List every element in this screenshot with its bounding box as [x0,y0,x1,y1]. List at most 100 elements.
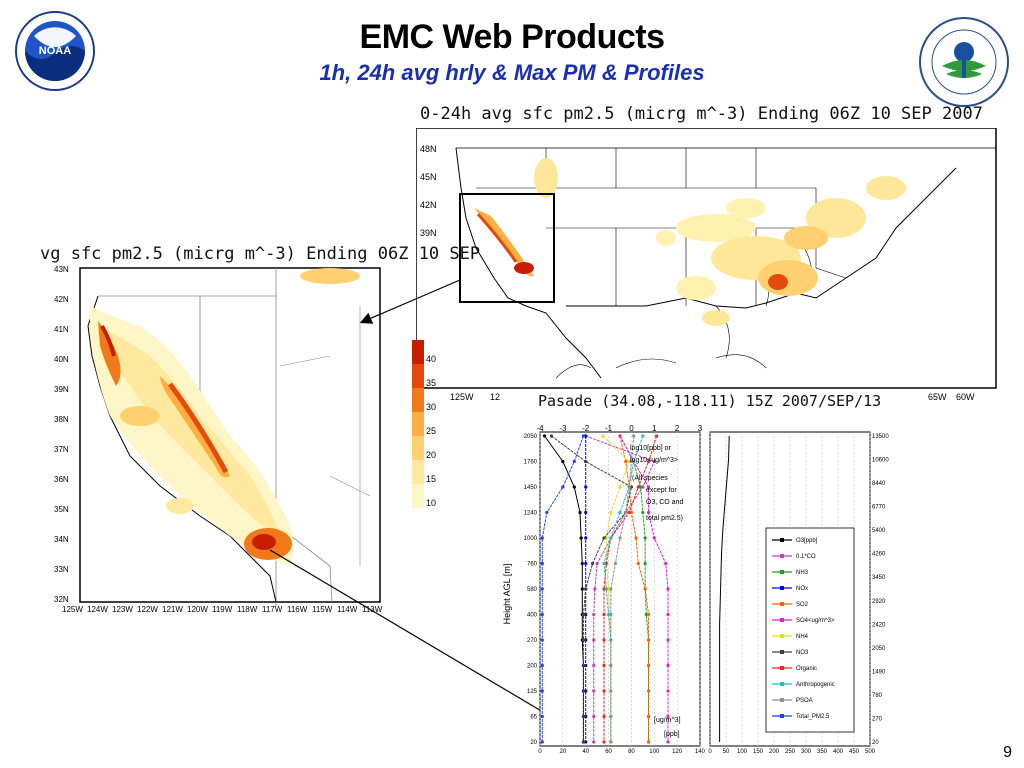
profile-series-point [652,536,656,540]
profile-annotation: except for [646,487,677,494]
legend-marker [780,586,784,590]
colorbar-label: 25 [426,426,436,436]
ca-lon-tick: 118W [237,605,258,614]
profile-series-point [540,612,544,617]
profile-series-point [613,561,618,566]
profile2-x-tick: 100 [737,749,748,754]
us-lat-tick: 42N [420,200,437,210]
colorbar-swatch [412,364,424,388]
profile-series-point [666,638,670,642]
profile-series-point [579,536,583,540]
ca-lat-tick: 35N [54,505,69,514]
profile2-y-tick: 13500 [872,434,889,440]
profile-series-point [542,434,547,438]
profile-series-point [592,663,596,668]
colorbar-swatch [412,412,424,436]
profile-annotation: total pm2.5) [646,515,683,522]
legend-label: NOx [796,586,808,592]
profile-series-point [602,689,606,693]
profile-series-point [580,587,584,591]
california-zoom-box [459,193,555,303]
profile-series-point [636,485,640,489]
ca-lon-tick: 117W [262,605,283,614]
legend-marker [780,570,784,574]
profile-series-point [581,714,586,719]
profile-series-point [590,561,595,566]
profile-series-point [581,689,586,693]
profile-series-point [581,638,586,642]
legend-marker [780,682,784,686]
ca-lon-tick: 124W [87,605,108,614]
profile-series-point [654,434,659,438]
profile-series-point [609,536,613,540]
profile2-y-tick: 5400 [872,528,886,534]
profile2-x-tick: 400 [833,749,844,754]
profile2-x-tick: 0 [708,749,712,754]
profile-series-point [644,612,648,617]
profile-series-point [584,459,588,464]
profile-series-point [572,485,576,489]
profile-series-point [641,510,645,515]
legend-marker [780,634,784,638]
profile-series-point [629,485,634,489]
profile-series-point [624,459,628,464]
profile-x-tick: 120 [672,749,683,754]
profile-y-tick: 200 [527,664,538,670]
profile-series-point [545,510,549,515]
profile2-y-tick: 270 [872,716,883,722]
profile-series-point [584,689,588,693]
profile-series-point [618,510,622,515]
profile-series-point [602,612,606,617]
profile-series-point [609,689,613,693]
profile2-x-tick: 350 [817,749,828,754]
profile-x-tick: 20 [560,749,567,754]
profile2-series-line [719,435,730,742]
profile-series-point [540,689,544,693]
profile-series-point [540,638,544,642]
profile-series-point [578,510,582,515]
profile-x-tick: 60 [605,749,612,754]
profile2-y-tick: 4260 [872,552,886,558]
profile-series-point [646,612,651,617]
noaa-logo: NOAA [15,11,95,91]
profile-series-point [602,536,606,540]
profile-annotation: (All species [632,475,668,482]
profile-series-point [581,740,586,744]
legend-marker [780,698,784,702]
profile2-y-tick: 2920 [872,599,886,605]
profile-series-point [666,740,670,744]
profile-x-tick-top: 0 [629,424,634,433]
ca-lat-tick: 38N [54,415,69,424]
profile2-y-tick: 10600 [872,458,889,464]
profile-series-point [572,459,576,464]
ca-lon-tick: 119W [212,605,233,614]
us-pm25-map: 48N 45N 42N 39N 125W 12 65W 60W [416,128,997,402]
legend-label: Organic [796,666,817,672]
profile-series-point [595,561,599,566]
profile-series-point [584,485,588,489]
ca-lat-tick: 41N [54,325,69,334]
profile-series-point [592,740,596,744]
ca-lon-tick: 114W [337,605,358,614]
profile2-y-tick: 2420 [872,622,886,628]
colorbar-label: 10 [426,498,436,508]
profile-series-point [581,663,586,668]
profile-series-point [664,561,668,566]
ca-lat-tick: 42N [54,295,69,304]
profile-series-point [609,612,613,617]
profile-y-tick: 1000 [524,536,538,542]
profile-y-tick: 2050 [524,434,538,440]
profile-series-point [604,587,608,591]
legend-marker [780,650,784,654]
page-number: 9 [1003,744,1012,761]
profile2-y-tick: 6770 [872,505,886,511]
ca-lon-tick: 116W [287,605,308,614]
legend-marker [780,554,784,558]
colorbar-label: 40 [426,354,436,364]
profile-series-point [646,638,651,642]
colorbar-label: 35 [426,378,436,388]
us-lat-tick: 45N [420,172,437,182]
profile-x-tick: 140 [695,749,706,754]
vertical-profile-panel: 2050176014501240100076058040027020012565… [502,424,889,754]
slide-subtitle: 1h, 24h avg hrly & Max PM & Profiles [319,60,705,85]
